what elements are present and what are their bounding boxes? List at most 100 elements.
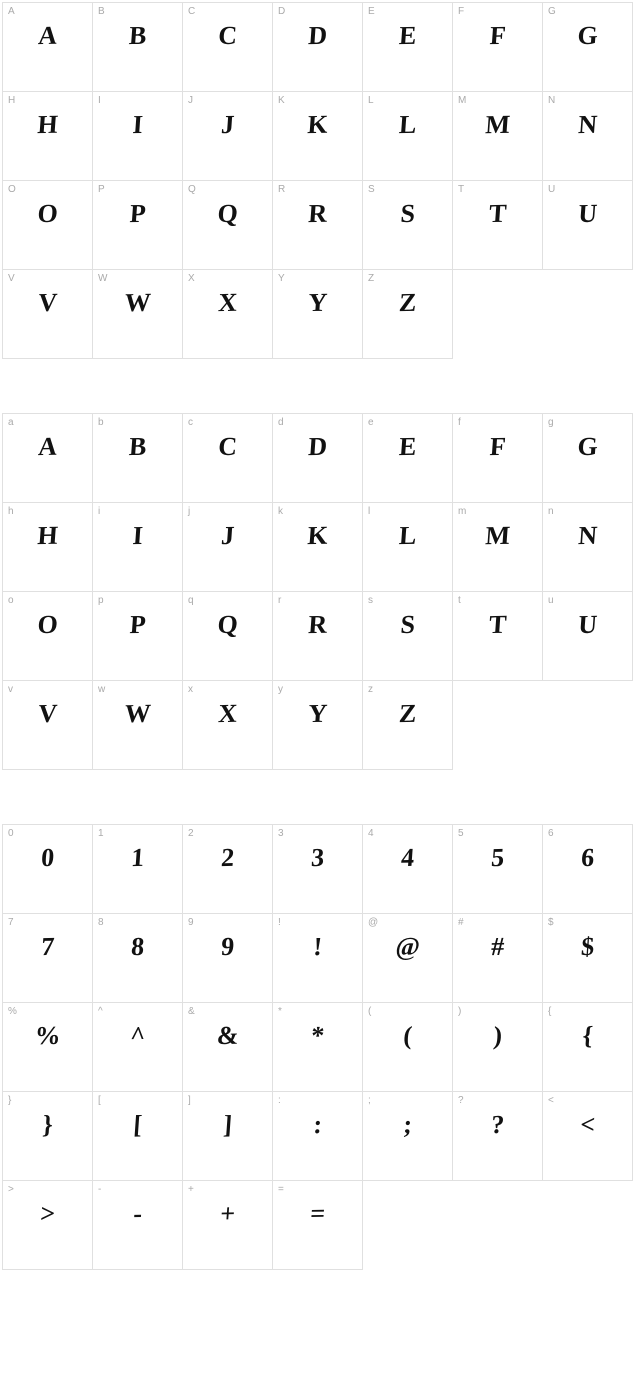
glyph-cell: && <box>182 1002 273 1092</box>
glyph-cell: sS <box>362 591 453 681</box>
glyph-cell-label: z <box>368 684 373 695</box>
glyph-cell-glyph: S <box>362 198 453 230</box>
glyph-cell-glyph: X <box>182 287 273 319</box>
glyph-cell-glyph: D <box>272 20 363 52</box>
glyph-cell-glyph: U <box>542 609 633 641</box>
glyph-cell: tT <box>452 591 543 681</box>
glyph-cell: -- <box>92 1180 183 1270</box>
glyph-cell: AA <box>2 2 93 92</box>
glyph-cell-label: S <box>368 184 375 195</box>
glyph-cell-label: # <box>458 917 464 928</box>
charmap-container: AABBCCDDEEFFGGHHIIJJKKLLMMNNOOPPQQRRSSTT… <box>2 2 638 1269</box>
glyph-cell: 00 <box>2 824 93 914</box>
glyph-cell-glyph: S <box>362 609 453 641</box>
glyph-cell-glyph: B <box>92 431 183 463</box>
glyph-cell-glyph: # <box>452 931 543 963</box>
glyph-cell: BB <box>92 2 183 92</box>
glyph-cell-label: D <box>278 6 285 17</box>
glyph-cell: cC <box>182 413 273 503</box>
glyph-cell-glyph: Q <box>182 609 273 641</box>
glyph-cell-glyph: E <box>362 431 453 463</box>
glyph-cell-label: & <box>188 1006 195 1017</box>
glyph-cell: yY <box>272 680 363 770</box>
glyph-cell: OO <box>2 180 93 270</box>
glyph-cell: II <box>92 91 183 181</box>
glyph-cell-label: g <box>548 417 554 428</box>
glyph-cell-label: t <box>458 595 461 606</box>
glyph-cell-glyph: Z <box>362 287 453 319</box>
glyph-cell: ** <box>272 1002 363 1092</box>
glyph-cell-label: x <box>188 684 193 695</box>
glyph-cell-label: 8 <box>98 917 104 928</box>
glyph-cell: JJ <box>182 91 273 181</box>
glyph-cell-label: w <box>98 684 105 695</box>
glyph-cell-label: ^ <box>98 1006 103 1017</box>
glyph-cell: QQ <box>182 180 273 270</box>
glyph-cell-label: 7 <box>8 917 14 928</box>
glyph-cell: HH <box>2 91 93 181</box>
glyph-cell-label: o <box>8 595 14 606</box>
glyph-cell-glyph: E <box>362 20 453 52</box>
glyph-cell-glyph: T <box>452 609 543 641</box>
glyph-cell-glyph: D <box>272 431 363 463</box>
glyph-cell-label: B <box>98 6 105 17</box>
glyph-cell: NN <box>542 91 633 181</box>
glyph-cell: wW <box>92 680 183 770</box>
glyph-cell-label: y <box>278 684 283 695</box>
glyph-cell-glyph: 9 <box>182 931 273 963</box>
glyph-cell-glyph: [ <box>92 1109 183 1141</box>
glyph-cell: 33 <box>272 824 363 914</box>
glyph-cell-glyph: = <box>272 1198 363 1230</box>
glyph-cell: aA <box>2 413 93 503</box>
glyph-cell-label: ; <box>368 1095 371 1106</box>
glyph-cell-label: 3 <box>278 828 284 839</box>
glyph-cell-glyph: J <box>182 109 273 141</box>
glyph-cell-label: X <box>188 273 195 284</box>
glyph-cell-label: U <box>548 184 555 195</box>
glyph-cell: WW <box>92 269 183 359</box>
glyph-cell-label: O <box>8 184 16 195</box>
glyph-cell: FF <box>452 2 543 92</box>
glyph-cell: ^^ <box>92 1002 183 1092</box>
glyph-cell: oO <box>2 591 93 681</box>
charmap-section-numbers-symbols: 00112233445566778899!!@@##$$%%^^&&**(())… <box>2 824 638 1269</box>
glyph-cell-label: : <box>278 1095 281 1106</box>
glyph-cell-glyph: G <box>542 431 633 463</box>
glyph-cell-glyph: Y <box>272 287 363 319</box>
glyph-cell-glyph: M <box>452 109 543 141</box>
glyph-cell-glyph: { <box>542 1020 633 1052</box>
glyph-cell-glyph: > <box>2 1198 93 1230</box>
glyph-cell-glyph: K <box>272 109 363 141</box>
glyph-cell-glyph: J <box>182 520 273 552</box>
glyph-cell: eE <box>362 413 453 503</box>
glyph-cell-label: u <box>548 595 554 606</box>
glyph-cell-label: 5 <box>458 828 464 839</box>
glyph-cell: fF <box>452 413 543 503</box>
glyph-cell-label: J <box>188 95 193 106</box>
glyph-cell-label: E <box>368 6 375 17</box>
glyph-cell-label: 0 <box>8 828 14 839</box>
glyph-cell-glyph: N <box>542 520 633 552</box>
glyph-cell-label: m <box>458 506 466 517</box>
glyph-cell-label: n <box>548 506 554 517</box>
glyph-cell-glyph: X <box>182 698 273 730</box>
glyph-cell: $$ <box>542 913 633 1003</box>
glyph-cell: vV <box>2 680 93 770</box>
glyph-cell-glyph: ! <box>272 931 363 963</box>
glyph-cell-glyph: C <box>182 431 273 463</box>
glyph-cell-glyph: R <box>272 609 363 641</box>
glyph-cell-label: q <box>188 595 194 606</box>
glyph-cell: YY <box>272 269 363 359</box>
glyph-cell-glyph: C <box>182 20 273 52</box>
glyph-cell-label: ? <box>458 1095 464 1106</box>
glyph-cell-label: 4 <box>368 828 374 839</box>
glyph-cell: EE <box>362 2 453 92</box>
glyph-cell-label: P <box>98 184 105 195</box>
glyph-cell-glyph: 4 <box>362 842 453 874</box>
glyph-cell: !! <box>272 913 363 1003</box>
glyph-cell-glyph: Z <box>362 698 453 730</box>
glyph-cell-label: ] <box>188 1095 191 1106</box>
glyph-cell: 11 <box>92 824 183 914</box>
glyph-cell-label: * <box>278 1006 282 1017</box>
glyph-cell-glyph: W <box>92 287 183 319</box>
